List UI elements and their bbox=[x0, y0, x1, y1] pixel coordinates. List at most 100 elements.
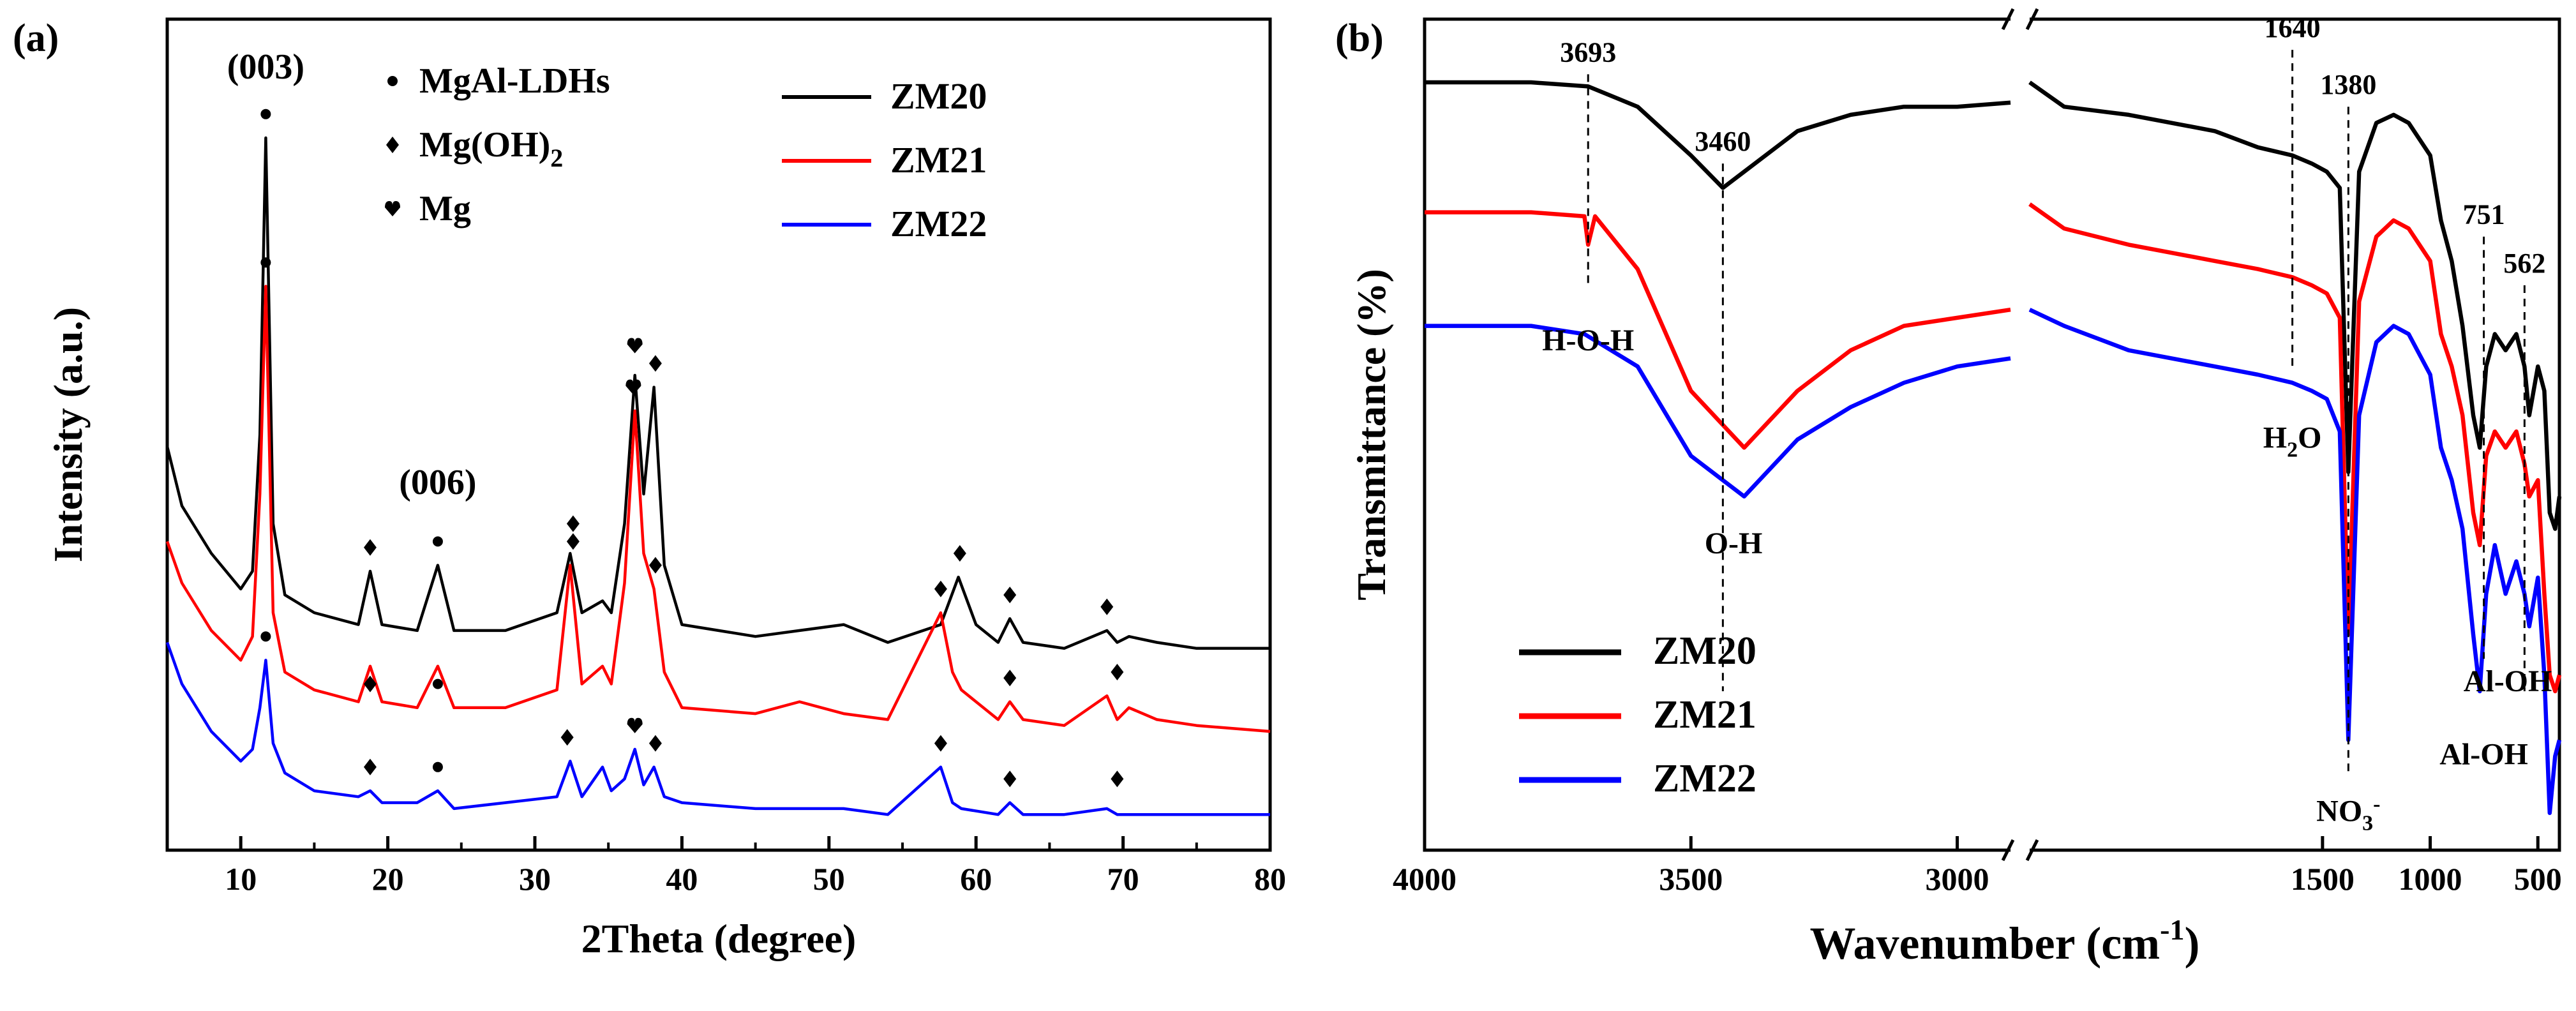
peak-marker-diamond bbox=[1003, 770, 1017, 788]
series-line-zm20-segment1 bbox=[1425, 80, 2011, 190]
panel-b-ftir-chart: 4000 3500 3000 1500 1000 500 (b) Wavenumber (cm… bbox=[1335, 8, 2562, 969]
plane-annotation: (003) bbox=[227, 47, 304, 87]
x-tick-label-a: 80 bbox=[1254, 861, 1286, 897]
legend-label-a: ZM21 bbox=[890, 139, 987, 181]
band-wavenumber-label: 562 bbox=[2503, 248, 2545, 279]
peak-marker-diamond bbox=[566, 515, 580, 532]
peak-marker-diamond bbox=[953, 545, 966, 562]
band-assignment-subscript: 3 bbox=[2362, 812, 2373, 835]
band-assignment-suffix: O bbox=[2298, 421, 2321, 454]
band-assignment-label: H-O-H bbox=[1542, 324, 1634, 357]
x-tick-label-a: 60 bbox=[960, 861, 992, 897]
panel-b-frame-right bbox=[2030, 17, 2561, 852]
axis-break-mark bbox=[2025, 839, 2039, 862]
x-tick-label-b: 3500 bbox=[1659, 861, 1723, 897]
panel-a-frame bbox=[165, 17, 1272, 852]
peak-marker-diamond bbox=[648, 355, 662, 372]
peak-marker-diamond bbox=[1111, 770, 1124, 788]
peak-marker-heart bbox=[627, 717, 643, 733]
key-label-text: MgAl-LDHs bbox=[419, 61, 610, 101]
band-assignment-text: H bbox=[2263, 421, 2287, 454]
series-line-zm22-segment2 bbox=[2028, 308, 2562, 816]
x-axis-title-b: Wavenumber (cm-1) bbox=[1810, 913, 2200, 969]
peak-marker-heart bbox=[625, 379, 641, 395]
key-label-subscript: 2 bbox=[550, 144, 563, 172]
peak-marker-diamond bbox=[934, 580, 947, 597]
x-tick-label-b: 500 bbox=[2514, 861, 2562, 897]
axis-break-mark bbox=[2001, 8, 2015, 31]
series-line-zm21-segment1 bbox=[1425, 210, 2011, 450]
legend-label-a: ZM22 bbox=[890, 203, 987, 244]
panel-a-label: (a) bbox=[13, 17, 59, 60]
band-assignment-subscript: 2 bbox=[2287, 438, 2298, 461]
axis-break-mark bbox=[2025, 8, 2039, 31]
peak-marker-diamond bbox=[363, 758, 377, 775]
y-axis-title-b: Transmittance (%) bbox=[1349, 269, 1394, 601]
key-label: Mg bbox=[419, 189, 471, 228]
x-tick-label-a: 40 bbox=[666, 861, 698, 897]
peak-marker-circle bbox=[432, 536, 443, 547]
peak-marker-diamond bbox=[1003, 670, 1017, 687]
band-assignment-label: O-H bbox=[1705, 527, 1763, 560]
peak-marker-diamond bbox=[363, 539, 377, 556]
band-assignment-label: Al-OH bbox=[2439, 738, 2528, 772]
y-axis-title-a: Intensity (a.u.) bbox=[45, 307, 91, 562]
series-line-zm20-segment2 bbox=[2028, 80, 2562, 531]
peak-marker-diamond bbox=[1100, 598, 1114, 615]
peak-marker-circle bbox=[260, 631, 271, 642]
x-tick-label-a: 30 bbox=[519, 861, 551, 897]
band-wavenumber-label: 3460 bbox=[1695, 126, 1751, 157]
panel-b-label: (b) bbox=[1335, 17, 1384, 60]
legend-label-b: ZM22 bbox=[1653, 757, 1756, 800]
peak-marker-diamond bbox=[566, 533, 580, 550]
key-label: MgAl-LDHs bbox=[419, 61, 610, 101]
peak-marker-diamond bbox=[560, 729, 574, 746]
peak-marker-heart bbox=[627, 338, 643, 354]
series-line-zm21-segment2 bbox=[2028, 202, 2562, 694]
band-assignment-text: NO bbox=[2316, 795, 2362, 828]
key-symbol-diamond bbox=[386, 137, 399, 153]
band-assignment-label: Al-OH bbox=[2464, 664, 2552, 698]
peak-marker-circle bbox=[432, 678, 443, 689]
legend-label-a: ZM20 bbox=[890, 75, 987, 117]
x-axis-title-text: Wavenumber (cm bbox=[1810, 918, 2160, 969]
band-wavenumber-label: 1640 bbox=[2265, 12, 2321, 43]
band-assignment-text: O-H bbox=[1705, 527, 1763, 560]
band-assignment-label: H2O bbox=[2263, 421, 2322, 461]
key-symbol-circle bbox=[387, 76, 398, 86]
peak-marker-diamond bbox=[363, 675, 377, 693]
band-wavenumber-label: 751 bbox=[2463, 199, 2505, 230]
band-assignment-text: Al-OH bbox=[2439, 738, 2528, 772]
x-tick-label-a: 10 bbox=[225, 861, 257, 897]
x-tick-label-b: 1000 bbox=[2399, 861, 2462, 897]
x-tick-label-b: 3000 bbox=[1926, 861, 1989, 897]
band-wavenumber-label: 1380 bbox=[2320, 69, 2376, 100]
peak-marker-diamond bbox=[1003, 587, 1017, 604]
x-tick-label-a: 70 bbox=[1107, 861, 1139, 897]
series-line-zm22 bbox=[165, 641, 1270, 816]
key-label-text: Mg bbox=[419, 189, 471, 228]
legend-label-b: ZM21 bbox=[1653, 693, 1756, 737]
panel-b-frame-left bbox=[1423, 17, 2011, 852]
axis-break-mark bbox=[2001, 839, 2015, 862]
band-assignment-label: NO3- bbox=[2316, 793, 2380, 835]
key-label-text: Mg(OH) bbox=[419, 125, 550, 165]
band-wavenumber-label: 3693 bbox=[1560, 36, 1616, 68]
band-assignment-superscript: - bbox=[2373, 793, 2380, 816]
peak-marker-diamond bbox=[934, 735, 947, 752]
peak-marker-circle bbox=[260, 109, 271, 119]
legend-label-b: ZM20 bbox=[1653, 629, 1756, 673]
peak-marker-diamond bbox=[648, 557, 662, 574]
band-assignment-text: H-O-H bbox=[1542, 324, 1634, 357]
panel-a-xrd-chart: 10 20 30 40 50 60 70 80 (a) 2Theta (degree) Intens… bbox=[13, 17, 1286, 961]
key-label: Mg(OH)2 bbox=[419, 125, 563, 172]
x-axis-title-superscript: -1 bbox=[2160, 913, 2184, 946]
x-tick-label-b: 1500 bbox=[2291, 861, 2355, 897]
peak-marker-circle bbox=[260, 257, 271, 268]
series-line-zm21 bbox=[165, 285, 1271, 733]
plane-annotation: (006) bbox=[399, 463, 476, 502]
peak-marker-diamond bbox=[1111, 664, 1124, 680]
series-line-zm20 bbox=[165, 136, 1270, 650]
x-tick-label-a: 50 bbox=[813, 861, 845, 897]
